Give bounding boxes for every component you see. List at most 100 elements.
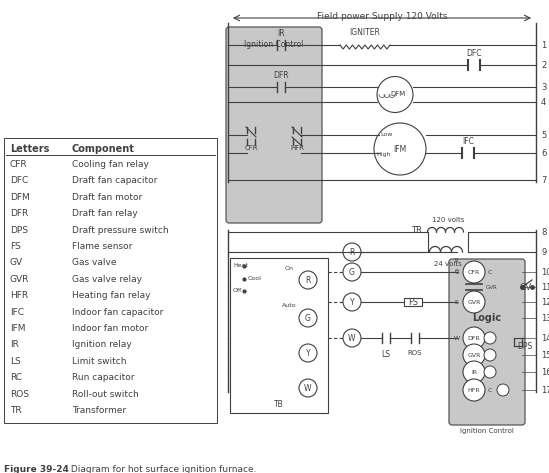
- Text: DFR: DFR: [273, 71, 289, 80]
- Text: DFM: DFM: [390, 91, 406, 97]
- Text: S: S: [455, 299, 459, 305]
- Text: LS: LS: [10, 357, 21, 366]
- Text: DFR: DFR: [10, 209, 28, 218]
- Text: CFR: CFR: [10, 160, 27, 169]
- Text: 17: 17: [541, 385, 549, 394]
- Circle shape: [463, 261, 485, 283]
- Circle shape: [463, 327, 485, 349]
- Text: R: R: [305, 275, 311, 284]
- Text: TB: TB: [274, 400, 284, 409]
- Text: Figure 39-24: Figure 39-24: [4, 465, 69, 473]
- Text: HFR: HFR: [290, 145, 304, 151]
- Text: Gas valve relay: Gas valve relay: [72, 275, 142, 284]
- Text: 14: 14: [541, 333, 549, 342]
- Text: DFR: DFR: [468, 335, 480, 341]
- Text: IR: IR: [10, 341, 19, 350]
- Text: ROS: ROS: [10, 390, 29, 399]
- Text: 15: 15: [541, 350, 549, 359]
- Text: 1: 1: [541, 41, 546, 50]
- Text: Ignition relay: Ignition relay: [72, 341, 132, 350]
- Text: TR: TR: [411, 226, 422, 235]
- Text: 9: 9: [541, 247, 546, 256]
- Text: GV: GV: [520, 282, 532, 291]
- Text: Off: Off: [233, 288, 242, 293]
- Text: FS: FS: [408, 298, 418, 307]
- Text: Heat: Heat: [233, 263, 248, 268]
- Text: R: R: [454, 257, 458, 263]
- Text: 8: 8: [541, 228, 546, 236]
- Circle shape: [497, 384, 509, 396]
- Text: HFR: HFR: [10, 291, 28, 300]
- Text: 120 volts: 120 volts: [432, 217, 464, 223]
- Text: 4: 4: [541, 97, 546, 106]
- Text: 10: 10: [541, 268, 549, 277]
- FancyBboxPatch shape: [449, 259, 525, 425]
- Text: FS: FS: [10, 242, 21, 251]
- Text: DPS: DPS: [10, 226, 28, 235]
- Text: GVR: GVR: [467, 299, 481, 305]
- Text: Low: Low: [380, 131, 393, 137]
- Text: GVR: GVR: [10, 275, 30, 284]
- FancyBboxPatch shape: [226, 27, 322, 223]
- Text: Cool: Cool: [248, 276, 262, 281]
- Bar: [230, 258, 328, 413]
- Circle shape: [484, 349, 496, 361]
- Text: 12: 12: [541, 298, 549, 307]
- Circle shape: [484, 366, 496, 378]
- Text: R: R: [349, 247, 355, 256]
- Text: Heating fan relay: Heating fan relay: [72, 291, 150, 300]
- Circle shape: [463, 379, 485, 401]
- Text: Gas valve: Gas valve: [72, 258, 116, 267]
- Text: 3: 3: [541, 82, 546, 91]
- Text: 7: 7: [541, 175, 546, 184]
- Text: C: C: [488, 270, 492, 274]
- Text: Flame sensor: Flame sensor: [72, 242, 132, 251]
- Text: W: W: [348, 333, 356, 342]
- Text: Letters: Letters: [10, 144, 49, 154]
- Text: G: G: [349, 268, 355, 277]
- Text: GVR: GVR: [486, 284, 498, 289]
- Text: 5: 5: [541, 131, 546, 140]
- Text: Draft pressure switch: Draft pressure switch: [72, 226, 169, 235]
- Bar: [4, 138, 217, 423]
- Text: Field power Supply 120 Volts: Field power Supply 120 Volts: [317, 12, 447, 21]
- Text: RC: RC: [10, 373, 22, 382]
- Text: 6: 6: [541, 149, 546, 158]
- Text: Ignition Control: Ignition Control: [244, 40, 304, 49]
- Text: G: G: [455, 270, 460, 274]
- Circle shape: [463, 361, 485, 383]
- Bar: [404, 298, 422, 306]
- Text: Transformer: Transformer: [72, 406, 126, 415]
- Text: IFM: IFM: [10, 324, 25, 333]
- Text: High: High: [376, 151, 390, 157]
- Text: IFC: IFC: [10, 307, 24, 316]
- Text: Component: Component: [72, 144, 135, 154]
- Text: W: W: [454, 335, 460, 341]
- Text: HFR: HFR: [468, 387, 480, 393]
- Text: IGNITER: IGNITER: [350, 28, 380, 37]
- Text: GV: GV: [10, 258, 23, 267]
- Text: LS: LS: [382, 350, 390, 359]
- Text: IR: IR: [471, 369, 477, 375]
- Text: GVR: GVR: [467, 352, 481, 358]
- Text: Roll-out switch: Roll-out switch: [72, 390, 139, 399]
- Text: Draft fan relay: Draft fan relay: [72, 209, 138, 218]
- Text: Logic: Logic: [473, 313, 502, 323]
- Text: On: On: [285, 266, 294, 271]
- Text: 16: 16: [541, 368, 549, 377]
- Circle shape: [484, 332, 496, 344]
- Text: G: G: [305, 314, 311, 323]
- Text: 24 volts: 24 volts: [434, 261, 462, 267]
- Text: G: G: [455, 269, 459, 273]
- Text: Run capacitor: Run capacitor: [72, 373, 135, 382]
- Text: Y: Y: [350, 298, 354, 307]
- Text: DFC: DFC: [466, 49, 482, 58]
- Circle shape: [463, 291, 485, 313]
- Text: TR: TR: [10, 406, 21, 415]
- Text: Y: Y: [306, 349, 310, 358]
- Text: Limit switch: Limit switch: [72, 357, 126, 366]
- Text: CFR: CFR: [468, 270, 480, 274]
- Text: ROS: ROS: [408, 350, 422, 356]
- Circle shape: [463, 344, 485, 366]
- Text: DFC: DFC: [10, 176, 28, 185]
